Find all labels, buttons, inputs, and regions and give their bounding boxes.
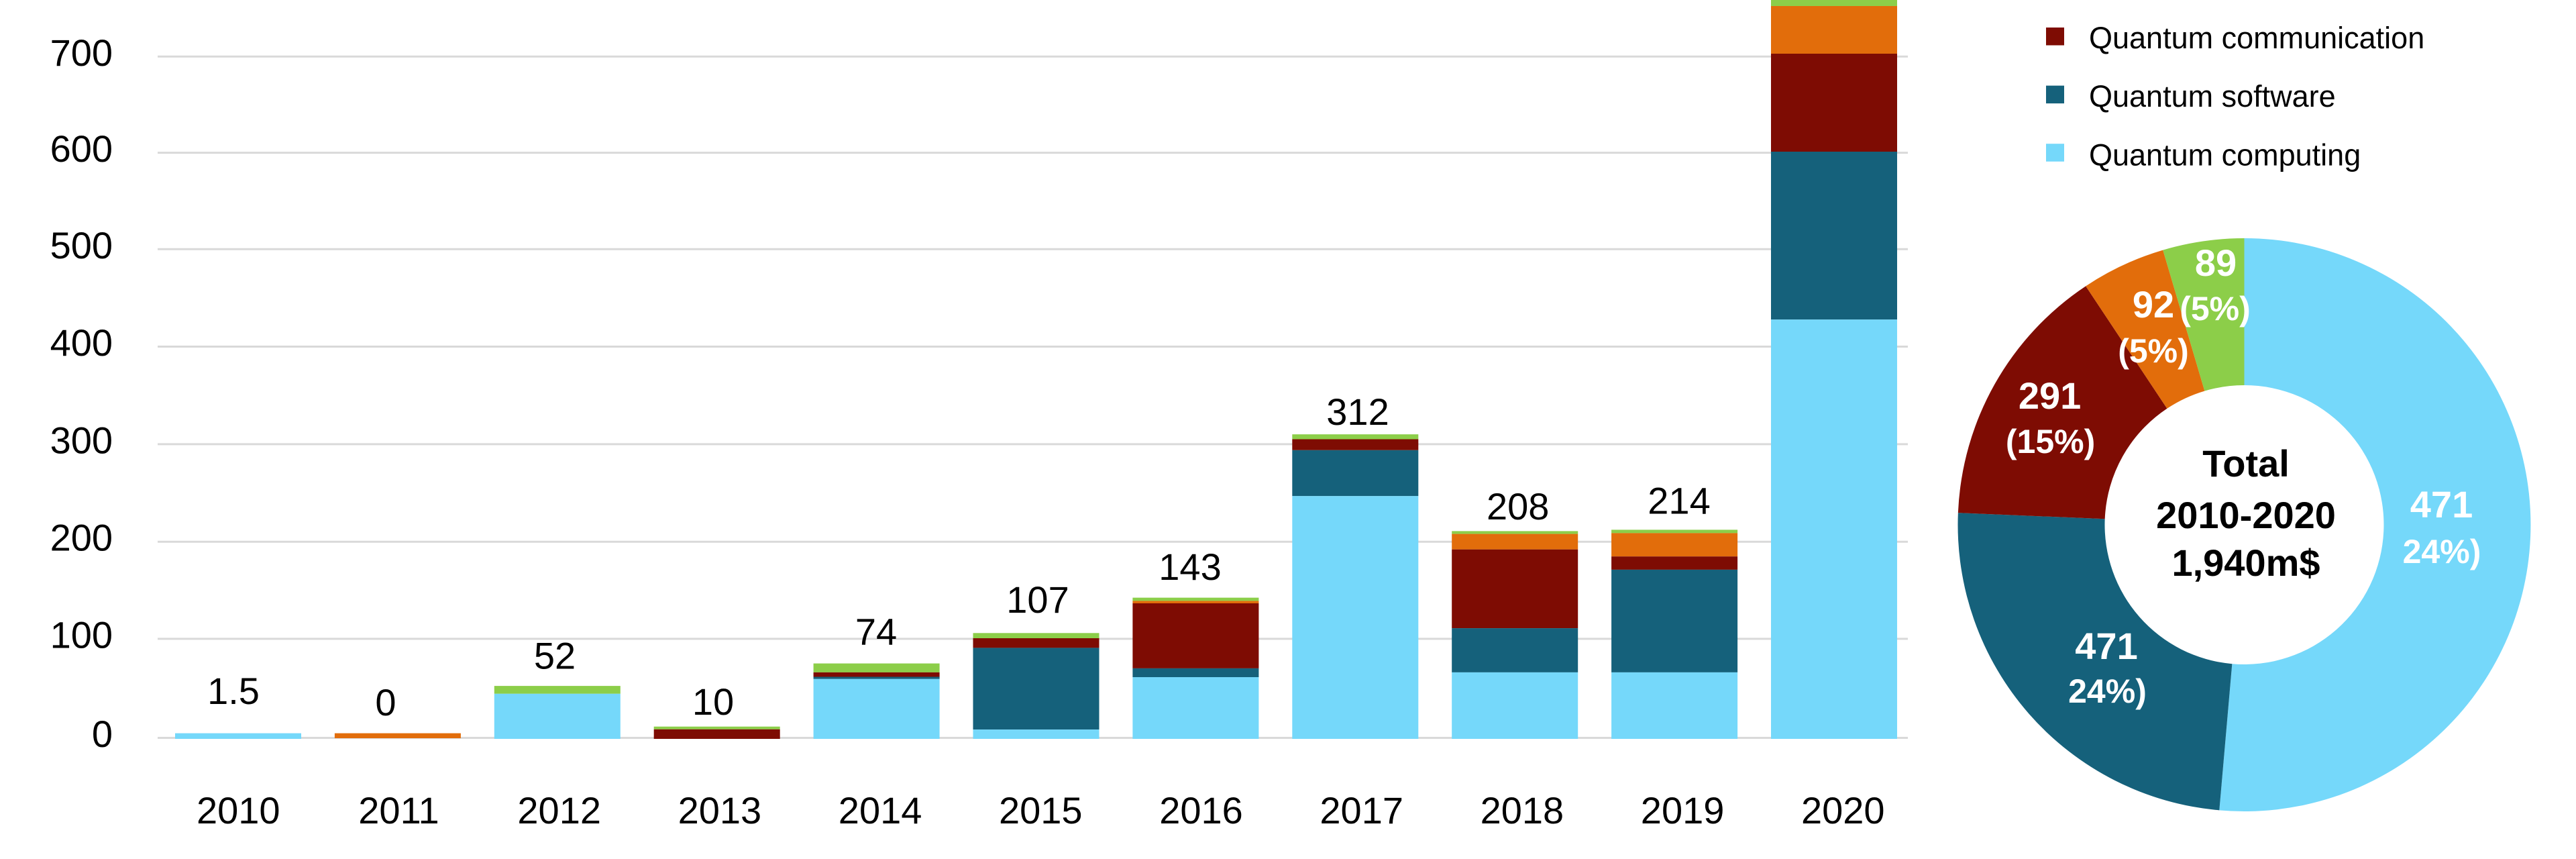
svg-text:(15%): (15%) bbox=[2006, 423, 2095, 460]
svg-text:1,940m$: 1,940m$ bbox=[2171, 542, 2320, 584]
svg-text:Quantum communication: Quantum communication bbox=[2089, 21, 2424, 55]
svg-text:0: 0 bbox=[92, 713, 113, 755]
svg-text:2013: 2013 bbox=[678, 789, 762, 831]
svg-text:2016: 2016 bbox=[1159, 789, 1243, 831]
svg-text:2017: 2017 bbox=[1320, 789, 1403, 831]
svg-text:(5%): (5%) bbox=[2180, 290, 2251, 327]
svg-text:200: 200 bbox=[50, 517, 113, 559]
svg-text:Total: Total bbox=[2202, 442, 2290, 485]
svg-text:700: 700 bbox=[50, 32, 113, 74]
svg-text:(5%): (5%) bbox=[2118, 332, 2189, 370]
svg-text:89: 89 bbox=[2195, 242, 2237, 284]
svg-text:208: 208 bbox=[1487, 485, 1549, 527]
svg-text:2019: 2019 bbox=[1641, 789, 1725, 831]
svg-text:471: 471 bbox=[2410, 483, 2473, 525]
svg-text:2011: 2011 bbox=[358, 789, 439, 831]
svg-text:214: 214 bbox=[1648, 480, 1710, 522]
svg-text:74: 74 bbox=[855, 611, 897, 653]
svg-text:300: 300 bbox=[50, 419, 113, 461]
svg-text:Quantum computing: Quantum computing bbox=[2089, 138, 2361, 172]
svg-text:2012: 2012 bbox=[517, 789, 601, 831]
svg-text:0: 0 bbox=[375, 681, 396, 723]
svg-text:92: 92 bbox=[2133, 283, 2174, 325]
svg-text:2010: 2010 bbox=[197, 789, 280, 831]
svg-text:2018: 2018 bbox=[1481, 789, 1564, 831]
svg-text:100: 100 bbox=[50, 613, 113, 656]
svg-text:500: 500 bbox=[50, 224, 113, 266]
svg-text:600: 600 bbox=[50, 128, 113, 170]
svg-text:471: 471 bbox=[2075, 625, 2137, 667]
svg-text:1.5: 1.5 bbox=[207, 670, 260, 712]
svg-text:312: 312 bbox=[1326, 391, 1389, 433]
svg-text:Quantum software: Quantum software bbox=[2089, 79, 2336, 113]
svg-text:107: 107 bbox=[1006, 578, 1069, 621]
svg-text:52: 52 bbox=[534, 634, 576, 676]
svg-text:400: 400 bbox=[50, 321, 113, 364]
svg-text:10: 10 bbox=[692, 680, 734, 723]
svg-text:143: 143 bbox=[1159, 546, 1221, 588]
svg-text:24%): 24%) bbox=[2403, 533, 2481, 570]
svg-text:291: 291 bbox=[2019, 374, 2081, 417]
svg-text:2014: 2014 bbox=[839, 789, 922, 831]
svg-text:2020: 2020 bbox=[1801, 789, 1885, 831]
svg-text:2010-2020: 2010-2020 bbox=[2156, 494, 2336, 536]
svg-text:2015: 2015 bbox=[999, 789, 1083, 831]
svg-text:24%): 24%) bbox=[2068, 672, 2147, 710]
